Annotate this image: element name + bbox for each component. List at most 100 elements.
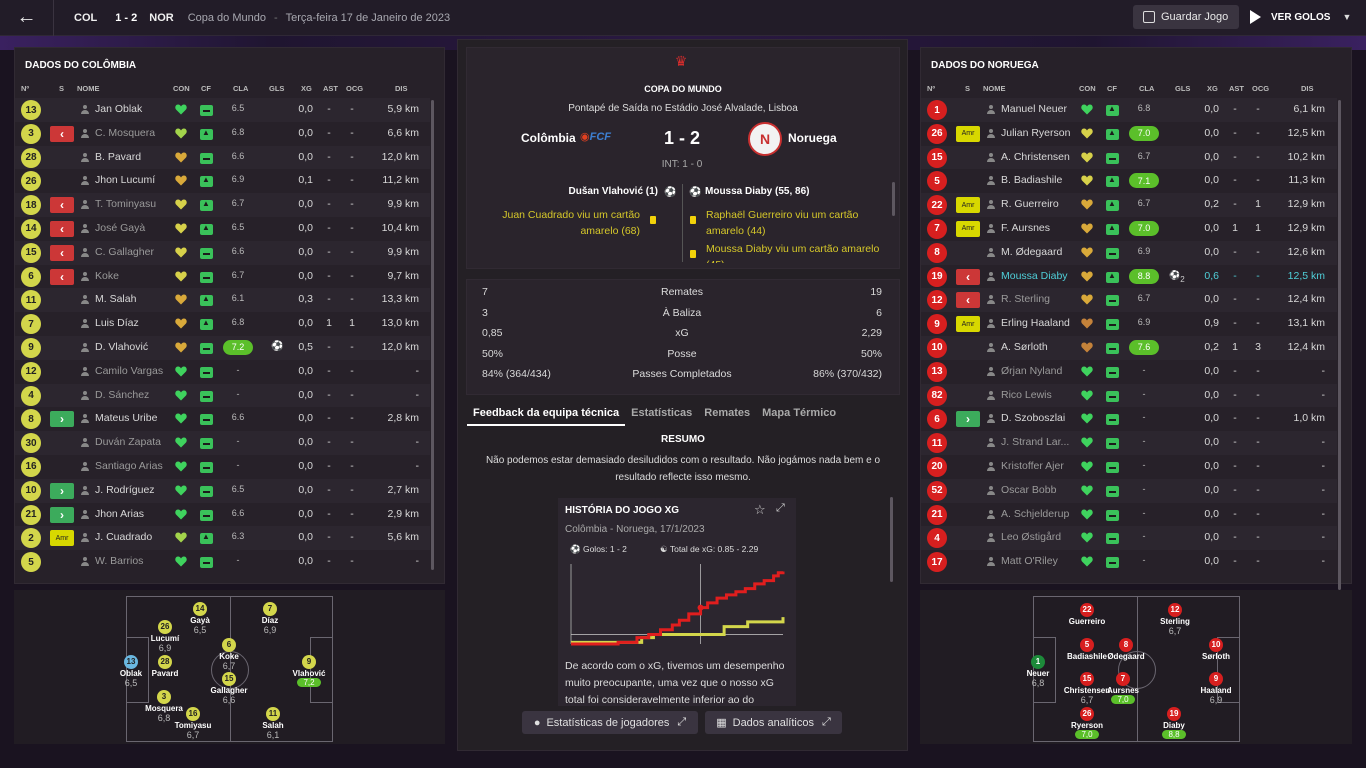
player-name[interactable]: F. Aursnes <box>1001 221 1051 234</box>
formation-player[interactable]: 12 Sterling 6,7 <box>1145 603 1205 636</box>
player-row[interactable]: 14 ‹ José Gayà 6.5 0,0 - - 10,4 km <box>15 217 430 241</box>
player-row[interactable]: 30 Duván Zapata - 0,0 - - - <box>15 431 430 455</box>
player-name[interactable]: M. Ødegaard <box>1001 245 1063 258</box>
player-row[interactable]: 5 W. Barrios - 0,0 - - - <box>15 550 430 574</box>
player-row[interactable]: 28 B. Pavard 6.6 0,0 - - 12,0 km <box>15 145 430 170</box>
player-name[interactable]: J. Rodríguez <box>95 483 155 496</box>
player-name[interactable]: Julian Ryerson <box>1001 126 1071 139</box>
player-row[interactable]: 1 Manuel Neuer 6.8 0,0 - - 6,1 km <box>921 98 1337 122</box>
player-row[interactable]: 26 Amr Julian Ryerson 7.0 0,0 - - 12,5 km <box>921 122 1337 146</box>
away-scrollbar[interactable] <box>1338 100 1341 590</box>
formation-player[interactable]: 14 Gayà 6,5 <box>170 602 230 635</box>
formation-player[interactable]: 7 Aursnes 7,0 <box>1093 672 1153 704</box>
player-row[interactable]: 11 M. Salah 6.1 0,3 - - 13,3 km <box>15 288 430 313</box>
player-row[interactable]: 3 ‹ C. Mosquera 6.8 0,0 - - 6,6 km <box>15 122 430 146</box>
player-row[interactable]: 13 Jan Oblak 6.5 0,0 - - 5,9 km <box>15 98 430 122</box>
player-row[interactable]: 6 › D. Szoboszlai - 0,0 - - 1,0 km <box>921 407 1337 431</box>
player-name[interactable]: J. Cuadrado <box>95 531 153 544</box>
player-name[interactable]: D. Szoboszlai <box>1001 412 1066 425</box>
player-row[interactable]: 7 Amr F. Aursnes 7.0 0,0 1 1 12,9 km <box>921 217 1337 241</box>
formation-player[interactable]: 9 Vlahović 7,2 <box>279 655 339 687</box>
player-name[interactable]: Moussa Diaby <box>1001 269 1068 282</box>
view-goals-button[interactable]: VER GOLOS ▼ <box>1250 5 1351 29</box>
player-name[interactable]: A. Sørloth <box>1001 340 1048 353</box>
player-row[interactable]: 5 B. Badiashile 7.1 0,0 - - 11,3 km <box>921 169 1337 193</box>
player-name[interactable]: R. Sterling <box>1001 293 1051 306</box>
player-row[interactable]: 11 J. Strand Lar... - 0,0 - - - <box>921 431 1337 455</box>
player-name[interactable]: B. Badiashile <box>1001 174 1063 187</box>
player-row[interactable]: 4 D. Sánchez - 0,0 - - - <box>15 383 430 408</box>
events-scrollbar[interactable] <box>892 182 895 216</box>
player-name[interactable]: Mateus Uribe <box>95 412 158 425</box>
tab-3[interactable]: Mapa Térmico <box>762 407 837 419</box>
player-name[interactable]: Leo Østigård <box>1001 531 1062 544</box>
player-row[interactable]: 9 Amr Erling Haaland 6.9 0,9 - - 13,1 km <box>921 312 1337 336</box>
player-name[interactable]: Santiago Arias <box>95 459 163 472</box>
formation-player[interactable]: 26 Lucumí 6,9 <box>135 620 195 653</box>
player-row[interactable]: 8 M. Ødegaard 6.9 0,0 - - 12,6 km <box>921 240 1337 265</box>
tab-0[interactable]: Feedback da equipa técnica <box>467 404 626 426</box>
formation-player[interactable]: 9 Haaland 6,9 <box>1186 672 1246 705</box>
formation-player[interactable]: 5 Badiashile <box>1057 638 1117 661</box>
player-row[interactable]: 20 Kristoffer Ajer - 0,0 - - - <box>921 455 1337 479</box>
player-row[interactable]: 19 ‹ Moussa Diaby 8.8 ⚽ 2 0,6 - - 12,5 km <box>921 265 1337 289</box>
save-game-button[interactable]: Guardar Jogo <box>1133 5 1239 29</box>
player-stats-button[interactable]: ● Estatísticas de jogadores ⤢ <box>522 711 698 734</box>
player-name[interactable]: Luis Díaz <box>95 317 139 330</box>
player-row[interactable]: 21 A. Schjelderup - 0,0 - - - <box>921 503 1337 527</box>
player-name[interactable]: Matt O'Riley <box>1001 555 1058 568</box>
player-row[interactable]: 10 A. Sørloth 7.6 0,2 1 3 12,4 km <box>921 335 1337 360</box>
player-row[interactable]: 18 ‹ T. Tominyasu 6.7 0,0 - - 9,9 km <box>15 193 430 217</box>
player-name[interactable]: M. Salah <box>95 293 137 306</box>
player-name[interactable]: D. Vlahović <box>95 340 149 353</box>
player-name[interactable]: R. Guerreiro <box>1001 198 1059 211</box>
player-name[interactable]: C. Gallagher <box>95 245 154 258</box>
player-name[interactable]: Kristoffer Ajer <box>1001 459 1064 472</box>
player-row[interactable]: 15 A. Christensen 6.7 0,0 - - 10,2 km <box>921 145 1337 170</box>
player-name[interactable]: Manuel Neuer <box>1001 103 1067 115</box>
player-name[interactable]: José Gayà <box>95 221 146 234</box>
player-name[interactable]: Koke <box>95 269 119 282</box>
player-row[interactable]: 12 ‹ R. Sterling 6.7 0,0 - - 12,4 km <box>921 288 1337 313</box>
player-name[interactable]: W. Barrios <box>95 555 144 568</box>
formation-player[interactable]: 16 Tomiyasu 6,7 <box>163 707 223 740</box>
player-name[interactable]: A. Schjelderup <box>1001 507 1070 520</box>
player-name[interactable]: D. Sánchez <box>95 388 150 401</box>
formation-player[interactable]: 22 Guerreiro <box>1057 603 1117 626</box>
player-row[interactable]: 12 Camilo Vargas - 0,0 - - - <box>15 360 430 384</box>
formation-player[interactable]: 3 Mosquera 6,8 <box>134 690 194 723</box>
home-scrollbar[interactable] <box>431 100 434 570</box>
formation-player[interactable]: 6 Koke 6,7 <box>199 638 259 671</box>
player-row[interactable]: 15 ‹ C. Gallagher 6.6 0,0 - - 9,9 km <box>15 240 430 265</box>
player-row[interactable]: 26 Jhon Lucumí 6.9 0,1 - - 11,2 km <box>15 169 430 193</box>
tab-2[interactable]: Remates <box>704 407 751 419</box>
player-name[interactable]: J. Strand Lar... <box>1001 436 1070 449</box>
formation-player[interactable]: 1 Neuer 6,8 <box>1008 655 1068 688</box>
expand-icon[interactable]: ⤢ <box>776 502 785 514</box>
player-name[interactable]: A. Christensen <box>1001 150 1070 163</box>
back-arrow-icon[interactable]: ← <box>0 0 54 36</box>
tab-1[interactable]: Estatísticas <box>631 407 693 419</box>
formation-player[interactable]: 7 Díaz 6,9 <box>240 602 300 635</box>
formation-player[interactable]: 28 Pavard <box>135 655 195 678</box>
player-name[interactable]: T. Tominyasu <box>95 198 157 211</box>
formation-player[interactable]: 13 Oblak 6,5 <box>101 655 161 688</box>
player-row[interactable]: 21 › Jhon Arias 6.6 0,0 - - 2,9 km <box>15 503 430 527</box>
player-name[interactable]: Jhon Arias <box>95 507 145 520</box>
player-name[interactable]: Oscar Bobb <box>1001 483 1057 496</box>
player-name[interactable]: Ørjan Nyland <box>1001 364 1063 377</box>
star-icon[interactable]: ☆ <box>754 502 766 517</box>
player-name[interactable]: Jhon Lucumí <box>95 174 156 187</box>
player-row[interactable]: 2 Amr J. Cuadrado 6.3 0,0 - - 5,6 km <box>15 526 430 551</box>
player-name[interactable]: C. Mosquera <box>95 126 156 139</box>
formation-player[interactable]: 19 Diaby 8,8 <box>1144 707 1204 739</box>
player-row[interactable]: 7 Luis Díaz 6.8 0,0 1 1 13,0 km <box>15 312 430 336</box>
player-name[interactable]: Jan Oblak <box>95 103 143 115</box>
player-row[interactable]: 6 ‹ Koke 6.7 0,0 - - 9,7 km <box>15 265 430 289</box>
formation-player[interactable]: 15 Christensen 6,7 <box>1057 672 1117 705</box>
player-row[interactable]: 16 Santiago Arias - 0,0 - - - <box>15 455 430 479</box>
player-row[interactable]: 52 Oscar Bobb - 0,0 - - - <box>921 478 1337 503</box>
player-row[interactable]: 8 › Mateus Uribe 6.6 0,0 - - 2,8 km <box>15 407 430 431</box>
player-name[interactable]: Camilo Vargas <box>95 364 164 377</box>
player-name[interactable]: Duván Zapata <box>95 436 161 449</box>
